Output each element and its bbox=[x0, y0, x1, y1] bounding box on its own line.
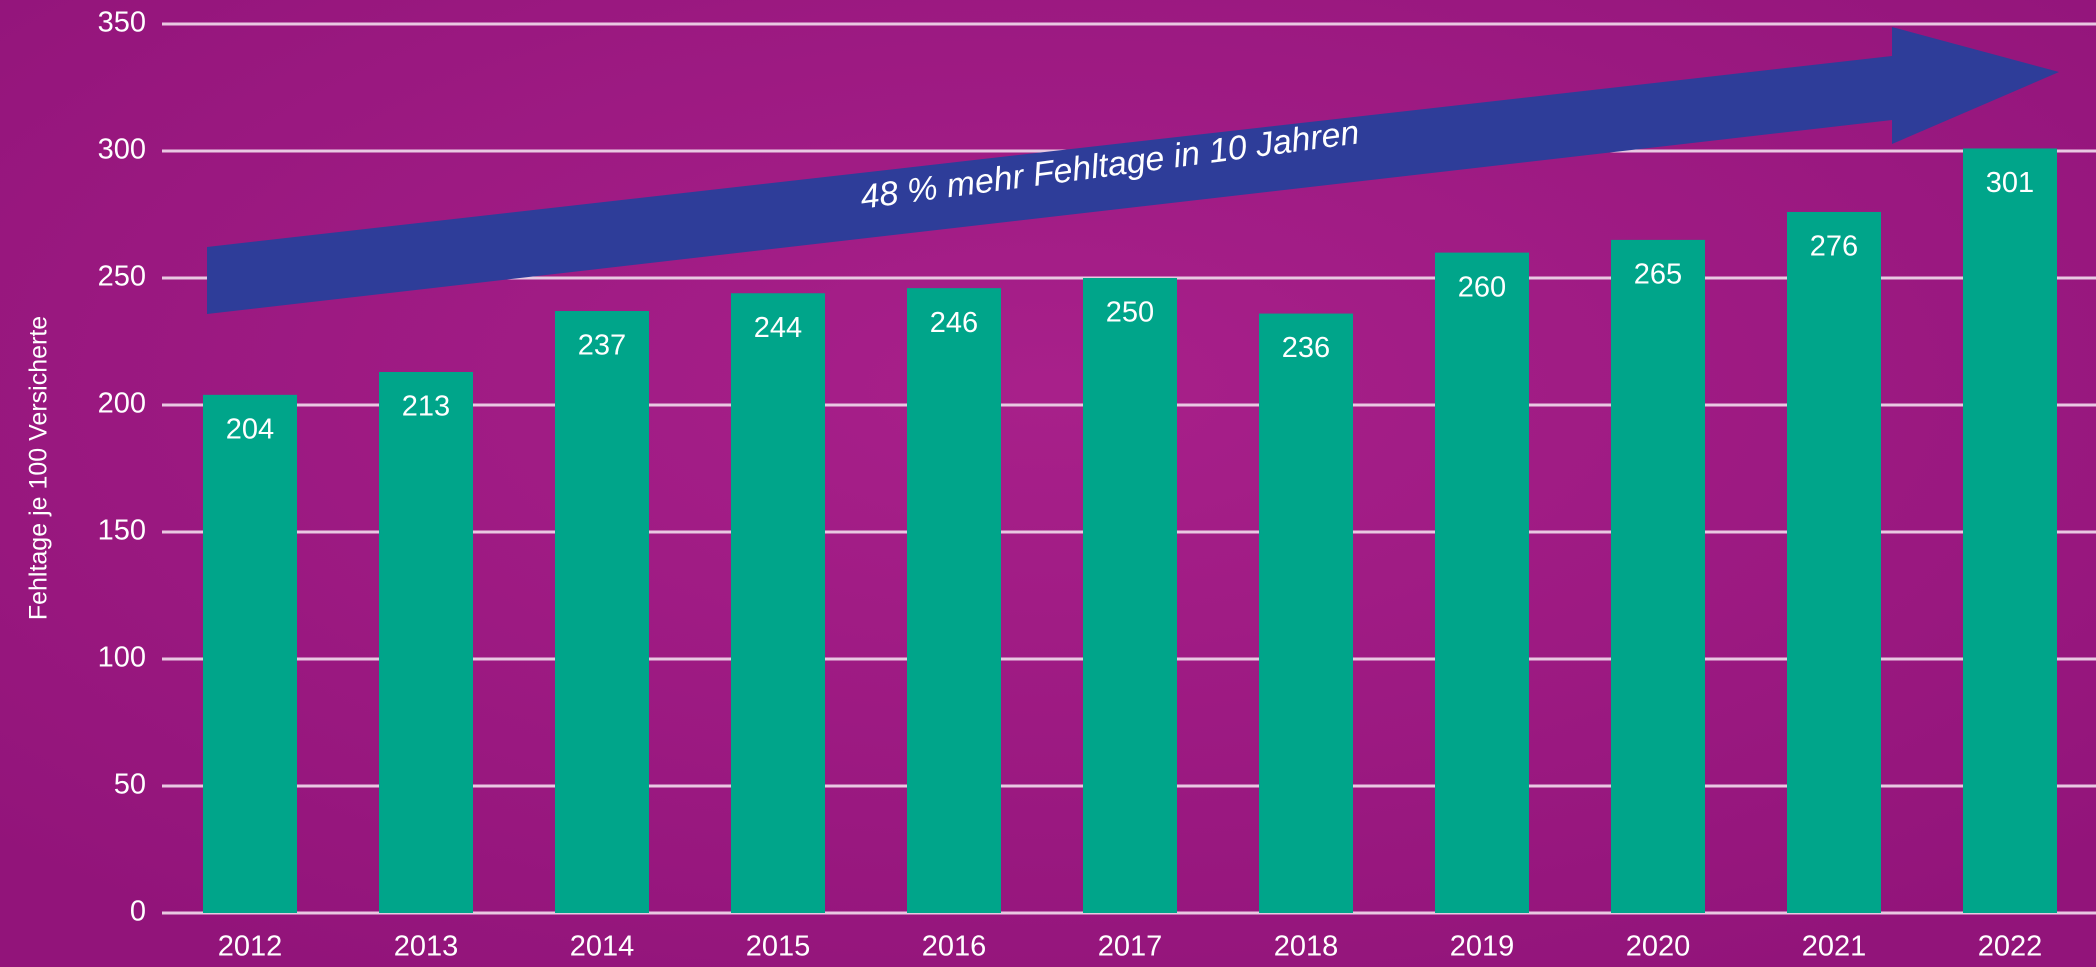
value-label: 301 bbox=[1986, 167, 2034, 199]
x-tick-label: 2018 bbox=[1274, 931, 1339, 963]
y-tick-label: 350 bbox=[98, 7, 146, 39]
y-tick-label: 100 bbox=[98, 642, 146, 674]
x-tick-label: 2013 bbox=[394, 931, 459, 963]
x-tick-label: 2017 bbox=[1098, 931, 1163, 963]
bar bbox=[1611, 239, 1705, 913]
value-label: 250 bbox=[1106, 297, 1154, 329]
value-label: 236 bbox=[1282, 332, 1330, 364]
bar bbox=[1963, 148, 2057, 913]
x-tick-label: 2015 bbox=[746, 931, 811, 963]
bar bbox=[203, 394, 297, 914]
bar bbox=[1435, 252, 1529, 914]
y-tick-label: 250 bbox=[98, 261, 146, 293]
y-tick-label: 200 bbox=[98, 388, 146, 420]
bar bbox=[1259, 313, 1353, 913]
value-label: 265 bbox=[1634, 259, 1682, 291]
value-label: 237 bbox=[578, 330, 626, 362]
trend-arrow bbox=[207, 27, 2059, 314]
y-tick-label: 150 bbox=[98, 515, 146, 547]
value-label: 246 bbox=[930, 307, 978, 339]
bar bbox=[731, 293, 825, 913]
value-label: 244 bbox=[754, 312, 802, 344]
value-label: 260 bbox=[1458, 271, 1506, 303]
y-tick-label: 0 bbox=[130, 896, 146, 928]
y-tick-label: 50 bbox=[114, 769, 146, 801]
value-label: 204 bbox=[226, 413, 274, 445]
bar bbox=[1787, 211, 1881, 913]
bar bbox=[379, 371, 473, 914]
y-axis-label: Fehltage je 100 Versicherte bbox=[25, 316, 53, 620]
x-tick-label: 2019 bbox=[1450, 931, 1515, 963]
x-tick-label: 2021 bbox=[1802, 931, 1867, 963]
value-label: 276 bbox=[1810, 231, 1858, 263]
bar bbox=[1083, 278, 1177, 913]
bar bbox=[555, 311, 649, 913]
x-tick-label: 2020 bbox=[1626, 931, 1691, 963]
x-tick-label: 2022 bbox=[1978, 931, 2043, 963]
x-tick-label: 2014 bbox=[570, 931, 635, 963]
x-tick-label: 2012 bbox=[218, 931, 283, 963]
y-tick-label: 300 bbox=[98, 134, 146, 166]
x-tick-label: 2016 bbox=[922, 931, 987, 963]
bar bbox=[907, 288, 1001, 913]
value-label: 213 bbox=[402, 391, 450, 423]
